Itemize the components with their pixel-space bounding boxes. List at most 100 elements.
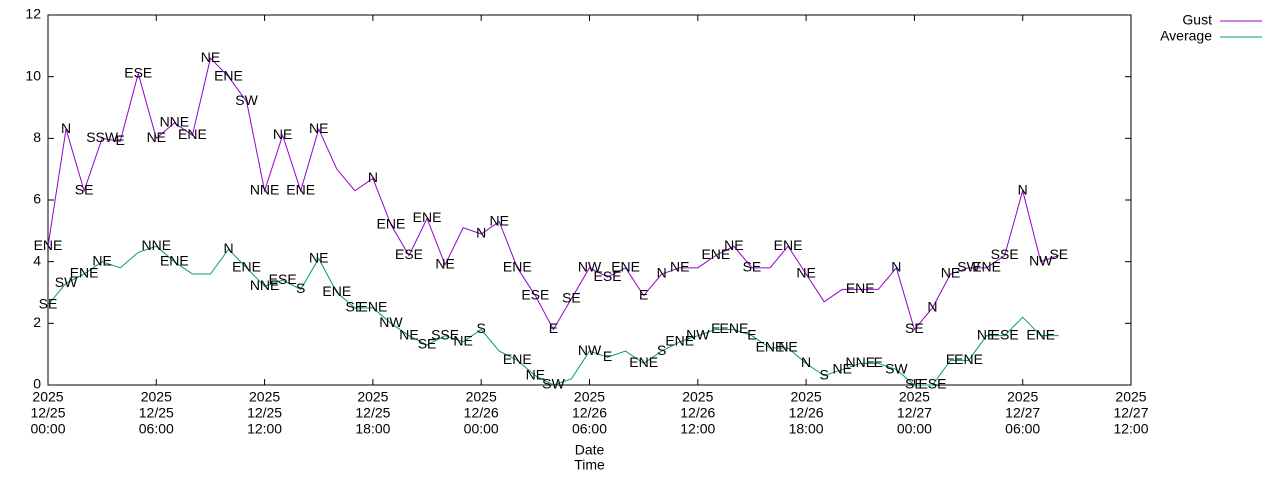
point-label: ENE [972, 259, 1001, 275]
point-label: NE [490, 212, 509, 228]
point-label: NE [273, 126, 292, 142]
point-label: NNE [160, 114, 190, 130]
point-label: E [116, 132, 125, 148]
point-label: ENE [701, 246, 730, 262]
point-label: S [296, 280, 305, 296]
point-label: NE [832, 360, 851, 376]
point-label: SE [418, 336, 437, 352]
point-label: SE [905, 320, 924, 336]
point-label: N [476, 225, 486, 241]
point-label: NE [147, 129, 166, 145]
x-tick-label: 00:00 [897, 421, 932, 437]
point-label: ENE [178, 126, 207, 142]
point-label: SSW [86, 129, 119, 145]
point-label: ENE [954, 351, 983, 367]
x-tick-label: 2025 [357, 389, 388, 405]
point-label: SW [957, 259, 980, 275]
point-label: ENE [286, 181, 315, 197]
x-tick-label: 12/26 [572, 405, 607, 421]
point-label: NE [670, 259, 689, 275]
point-label: SW [542, 376, 565, 392]
point-label: SE [346, 299, 365, 315]
x-tick-label: 00:00 [30, 421, 65, 437]
x-tick-label: 2025 [682, 389, 713, 405]
y-tick-label: 12 [25, 6, 41, 22]
point-label: NE [309, 249, 328, 265]
point-label: N [657, 265, 667, 281]
point-label: ESE [521, 286, 549, 302]
x-tick-label: 12/26 [680, 405, 715, 421]
point-label: ENE [377, 215, 406, 231]
x-tick-label: 12:00 [680, 421, 715, 437]
point-label: SSE [431, 326, 459, 342]
point-label: ENE [160, 252, 189, 268]
point-label: NE [92, 252, 111, 268]
point-label: ESE [594, 268, 622, 284]
point-label: ENE [214, 67, 243, 83]
point-label: NE [796, 265, 815, 281]
point-label: E [747, 326, 756, 342]
legend-label: Average [1160, 28, 1212, 44]
point-label: ENE [359, 299, 388, 315]
point-label: NNE [250, 277, 280, 293]
point-label: NE [453, 333, 472, 349]
point-label: S [819, 366, 828, 382]
point-label: SW [235, 92, 258, 108]
point-label: SE [562, 289, 581, 305]
point-label: E [603, 348, 612, 364]
point-label: ENE [720, 320, 749, 336]
x-tick-label: 06:00 [572, 421, 607, 437]
point-label: N [223, 240, 233, 256]
x-tick-label: 2025 [899, 389, 930, 405]
point-label: E [874, 354, 883, 370]
point-label: ENE [232, 259, 261, 275]
point-label: SE [1049, 246, 1068, 262]
point-label: ENE [774, 237, 803, 253]
point-label: N [891, 259, 901, 275]
x-tick-label: 12/27 [1005, 405, 1040, 421]
point-label: NE [435, 255, 454, 271]
point-label: E [549, 320, 558, 336]
point-label: N [61, 120, 71, 136]
point-label: ENE [629, 354, 658, 370]
point-label: NE [724, 237, 743, 253]
x-tick-label: 2025 [1115, 389, 1146, 405]
x-tick-label: 06:00 [139, 421, 174, 437]
point-label: ENE [1026, 326, 1055, 342]
legend-label: Gust [1182, 12, 1212, 28]
series-line [47, 57, 1059, 331]
point-label: N [801, 354, 811, 370]
point-label: N [927, 299, 937, 315]
point-label: NW [1029, 252, 1053, 268]
y-tick-label: 4 [33, 252, 41, 268]
y-tick-label: 6 [33, 191, 41, 207]
point-label: NE [977, 326, 996, 342]
point-label: S [477, 320, 486, 336]
point-label: SW [885, 360, 908, 376]
y-tick-label: 0 [33, 376, 41, 392]
point-label: SE [743, 259, 762, 275]
y-tick-label: 10 [25, 67, 41, 83]
point-label: ESE [991, 326, 1019, 342]
point-label: NW [379, 314, 403, 330]
point-label: NE [526, 366, 545, 382]
point-label: E [711, 320, 720, 336]
x-axis-label: Date [575, 442, 605, 458]
x-tick-label: 00:00 [464, 421, 499, 437]
point-label: SE [39, 296, 58, 312]
series-line [47, 245, 1059, 386]
point-label: NNE [845, 354, 875, 370]
point-label: ENE [34, 237, 63, 253]
point-label: S [657, 342, 666, 358]
x-tick-label: 12/27 [1113, 405, 1148, 421]
point-label: ENE [756, 339, 785, 355]
point-label: N [368, 169, 378, 185]
x-tick-label: 2025 [791, 389, 822, 405]
point-label: N [1018, 181, 1028, 197]
y-tick-label: 8 [33, 129, 41, 145]
point-label: ESE [124, 64, 152, 80]
plot-border [47, 14, 1132, 386]
x-tick-label: 12/27 [897, 405, 932, 421]
point-label: ENE [322, 283, 351, 299]
point-label: NE [201, 49, 220, 65]
